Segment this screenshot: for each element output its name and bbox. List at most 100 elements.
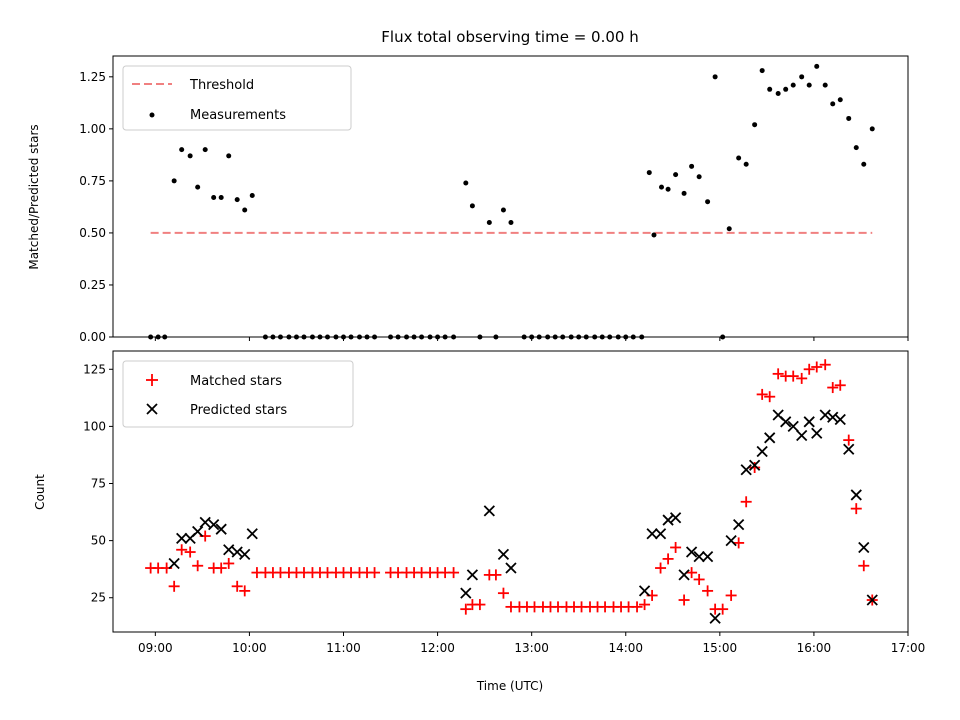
matched-star-point (192, 560, 204, 572)
matched-star-point (850, 503, 862, 515)
measurement-point (427, 334, 433, 340)
measurement-point (775, 90, 781, 96)
predicted-star-point (654, 528, 667, 540)
x-tick-label: 16:00 (797, 641, 832, 655)
x-tick-label: 15:00 (703, 641, 738, 655)
measurement-point (451, 334, 457, 340)
flux-ratio-ylabel: Matched/Predicted stars (27, 124, 41, 269)
matched-star-point (834, 379, 846, 391)
matched-star-point (686, 567, 698, 579)
predicted-star-point (678, 569, 690, 581)
predicted-star-point (819, 409, 831, 421)
matched-star-point (168, 580, 180, 592)
measurement-point (148, 334, 154, 340)
measurement-point (869, 126, 875, 132)
matched-star-point (811, 361, 823, 373)
predicted-star-point (460, 587, 472, 599)
measurement-point (767, 86, 773, 92)
measurement-point (830, 101, 836, 107)
y-tick-label: 0.75 (79, 174, 106, 188)
matched-star-point (858, 560, 870, 572)
x-tick-label: 12:00 (420, 641, 455, 655)
measurement-point (486, 220, 492, 226)
measurement-point (277, 334, 283, 340)
measurement-point (726, 226, 732, 232)
matched-star-point (670, 541, 682, 553)
matched-star-point (490, 569, 502, 581)
measurement-point (568, 334, 574, 340)
legend-threshold-label: Threshold (189, 78, 254, 93)
matched-star-point (215, 562, 227, 574)
measurement-point (790, 82, 796, 88)
measurement-point (806, 82, 812, 88)
measurement-point (673, 172, 679, 178)
measurement-point (477, 334, 483, 340)
matched-star-point (756, 388, 768, 400)
matched-star-point (725, 589, 737, 601)
legend-measurements-swatch (149, 112, 155, 118)
measurement-point (705, 199, 711, 205)
measurement-point (651, 232, 657, 238)
measurement-point (187, 153, 193, 159)
matched-star-point (223, 557, 235, 569)
measurement-point (552, 334, 558, 340)
predicted-star-point (483, 505, 495, 517)
measurement-point (372, 334, 378, 340)
matched-star-point (693, 573, 705, 585)
measurement-point (689, 163, 695, 169)
flux-ratio-legend: Threshold Measurements (122, 65, 352, 131)
measurement-point (846, 115, 852, 121)
matched-star-point (796, 372, 808, 384)
measurement-point (179, 147, 185, 153)
predicted-star-point (834, 413, 846, 426)
matched-star-point (448, 567, 460, 579)
measurement-point (615, 334, 621, 340)
predicted-star-point (787, 420, 799, 433)
measurement-point (861, 161, 867, 167)
measurement-point (317, 334, 323, 340)
predicted-star-point (749, 459, 761, 471)
measurement-point (411, 334, 417, 340)
measurement-point (599, 334, 605, 340)
measurement-point (508, 220, 514, 226)
measurement-point (435, 334, 441, 340)
measurement-point (752, 122, 758, 128)
matched-star-point (717, 603, 729, 615)
measurement-point (171, 178, 177, 184)
measurement-point (783, 86, 789, 92)
predicted-star-point (239, 548, 251, 560)
x-axis-label: Time (UTC) (476, 679, 543, 693)
legend-matched-label: Matched stars (190, 374, 282, 389)
measurement-point (560, 334, 566, 340)
measurement-point (341, 334, 347, 340)
measurement-point (623, 334, 629, 340)
predicted-star-point (223, 544, 235, 556)
measurement-point (262, 334, 268, 340)
predicted-star-point (725, 534, 737, 547)
measurement-point (759, 68, 765, 74)
chart-title: Flux total observing time = 0.00 h (381, 28, 638, 46)
y-tick-label: 50 (91, 534, 106, 548)
measurement-point (521, 334, 527, 340)
predicted-star-point (764, 432, 776, 444)
y-tick-label: 125 (83, 362, 106, 376)
measurement-point (234, 197, 240, 203)
matched-star-point (678, 594, 690, 606)
measurement-point (395, 334, 401, 340)
measurement-point (607, 334, 613, 340)
predicted-star-point (497, 548, 510, 560)
legend-predicted-swatch (146, 403, 158, 415)
measurement-point (493, 334, 499, 340)
measurement-point (309, 334, 315, 340)
measurement-point (325, 334, 331, 340)
predicted-star-point (646, 528, 658, 540)
measurement-point (720, 334, 726, 340)
measurement-point (665, 186, 671, 192)
predicted-star-point (858, 541, 870, 554)
measurement-point (814, 63, 820, 69)
y-tick-label: 0.50 (79, 226, 106, 240)
predicted-star-point (466, 569, 479, 581)
x-tick-label: 14:00 (608, 641, 643, 655)
predicted-star-point (208, 518, 220, 531)
